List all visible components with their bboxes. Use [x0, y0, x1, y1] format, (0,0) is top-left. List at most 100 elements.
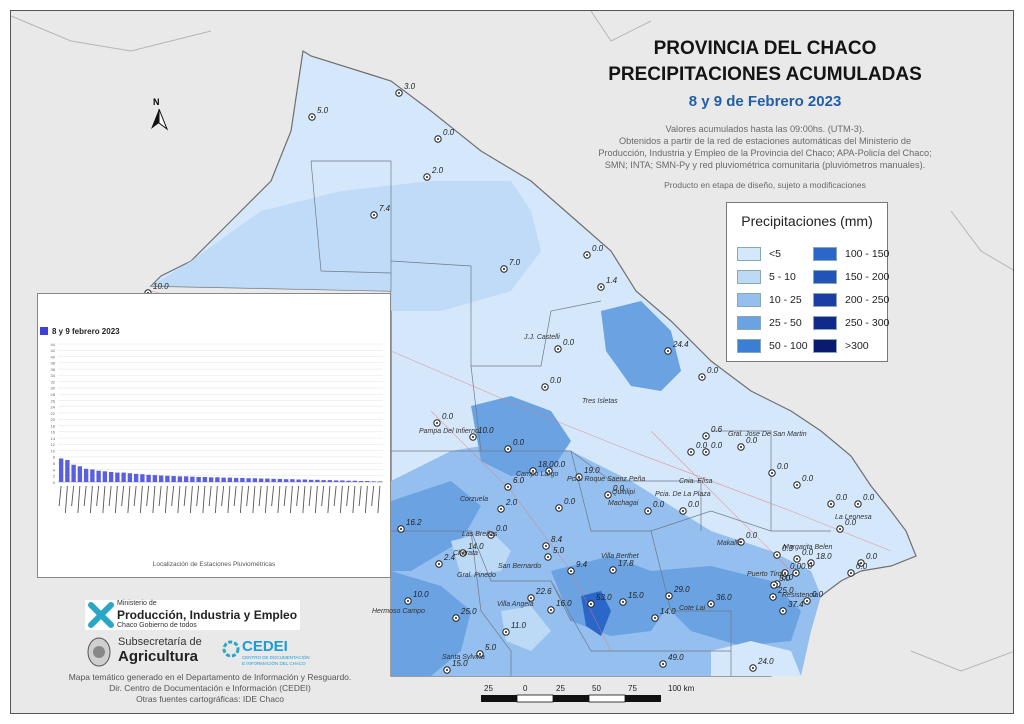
chart-x-label-mark: [177, 485, 181, 514]
legend-swatch: [813, 339, 837, 353]
chart-x-axis-label: Localización de Estaciones Pluviométrica…: [153, 561, 276, 568]
chart-y-tick: 8: [53, 455, 56, 460]
station-dot-center: [857, 503, 859, 505]
chart-x-label-mark: [214, 485, 218, 514]
station-value: 0.0: [550, 376, 562, 385]
station-dot-center: [437, 138, 439, 140]
station-value: 9.4: [576, 560, 588, 569]
station-dot-center: [547, 556, 549, 558]
agricultura-label: Agricultura: [118, 648, 199, 665]
chart-x-label-mark: [377, 485, 381, 514]
chart-bar: [152, 475, 158, 482]
station-dot-center: [500, 508, 502, 510]
station-marker: 0.0: [737, 436, 758, 451]
place-name: Margarita Belen: [783, 544, 833, 551]
station-marker: 2.4: [435, 553, 456, 568]
scale-label: 100 km: [668, 684, 695, 693]
legend-label: >300: [845, 340, 869, 352]
station-value: 0.3: [782, 544, 794, 553]
chart-x-label-mark: [77, 485, 81, 514]
station-marker: 0.0: [737, 531, 758, 546]
chart-y-tick: 14: [51, 436, 56, 441]
map-frame: N 3.0 5.0 0.0 2.0 7.4 0.0 7.0 1.4 10.0 0.0 24.4 0.0…: [10, 10, 1014, 714]
station-value: 0.0: [563, 338, 575, 347]
chart-y-ticks: 4442403836343230282624222018161412108642…: [51, 342, 56, 485]
chart-bar: [283, 479, 289, 482]
station-marker: 8.4: [542, 535, 563, 550]
chart-x-label-mark: [146, 485, 150, 507]
chart-bar: [177, 476, 183, 482]
legend-swatch: [737, 293, 761, 307]
chart-x-label-mark: [127, 485, 131, 514]
chart-x-label-mark: [221, 485, 225, 507]
chart-y-tick: 40: [51, 354, 56, 359]
map-title-line1: PROVINCIA DEL CHACO: [653, 38, 877, 59]
station-value: 0.0: [613, 484, 625, 493]
station-dot-center: [446, 669, 448, 671]
station-dot-center: [462, 552, 464, 554]
station-dot-center: [600, 286, 602, 288]
station-marker: 0.0: [847, 562, 868, 577]
station-dot-center: [472, 436, 474, 438]
legend-label: 25 - 50: [769, 317, 802, 329]
station-marker: 36.0: [707, 593, 732, 608]
place-name: Santa Sylvina: [442, 654, 485, 661]
scale-label: 75: [628, 684, 637, 693]
place-name: Campo Largo: [516, 471, 559, 478]
chart-y-tick: 6: [53, 461, 56, 466]
station-marker: 0.0: [554, 338, 575, 353]
chart-bar: [352, 480, 358, 482]
station-marker: 0.0: [504, 438, 525, 453]
station-value: 0.0: [442, 412, 454, 421]
station-value: 0.0: [688, 500, 700, 509]
station-value: 0.0: [554, 460, 566, 469]
station-value: 17.8: [618, 559, 634, 568]
station-marker: 5.0: [308, 106, 329, 121]
station-value: 25.0: [777, 586, 794, 595]
zone-25-50: [391, 481, 481, 571]
inset-chart-panel: 8 y 9 febrero 2023 44 42 40 38 36 34 32 30 28 26 2…: [37, 293, 391, 578]
station-dot-center: [701, 376, 703, 378]
station-value: 14.0: [660, 607, 676, 616]
note-line3: Producción, Industria y Empleo de la Pro…: [598, 148, 932, 158]
chart-bar: [171, 476, 176, 482]
chart-bar: [71, 464, 76, 482]
station-marker: 0.0: [545, 460, 566, 475]
border-line: [590, 11, 652, 42]
chart-x-label-mark: [308, 485, 312, 507]
station-dot-center: [590, 603, 592, 605]
map-title-line2: PRECIPITACIONES ACUMULADAS: [608, 64, 922, 85]
station-marker: 16.0: [547, 599, 572, 614]
scale-bar: [481, 694, 661, 703]
station-value: 2.4: [443, 553, 456, 562]
legend-swatch: [813, 247, 837, 261]
place-name: Corzuela: [460, 496, 488, 503]
chart-bar: [377, 481, 383, 482]
station-marker: 6.0: [504, 476, 525, 491]
station-dot-center: [530, 597, 532, 599]
chart-x-label-mark: [108, 485, 112, 507]
station-dot-center: [532, 470, 534, 472]
chart-bar: [215, 477, 220, 482]
station-marker: 29.0: [665, 585, 690, 600]
place-name: Cote Lai: [679, 605, 706, 612]
station-value: 5.0: [553, 546, 565, 555]
station-dot-center: [667, 350, 669, 352]
legend-label: 5 - 10: [769, 271, 796, 283]
chart-bar: [127, 473, 133, 482]
station-value: 6.0: [513, 476, 525, 485]
station-marker: 7.0: [500, 258, 521, 273]
chart-x-label-mark: [158, 485, 162, 507]
chart-y-tick: 32: [51, 379, 56, 384]
station-value: 5.0: [485, 643, 497, 652]
chart-bar: [327, 480, 333, 482]
station-marker: 0.0: [781, 562, 802, 577]
station-value: 19.0: [584, 466, 600, 475]
chart-y-tick: 16: [51, 430, 56, 435]
station-marker: 9.4: [567, 560, 588, 575]
ministry-name: Producción, Industria y Empleo: [117, 608, 298, 622]
station-marker: 0.0: [433, 412, 454, 427]
station-dot-center: [400, 528, 402, 530]
legend-label: 250 - 300: [845, 317, 890, 329]
station-value: 0.0: [696, 441, 708, 450]
